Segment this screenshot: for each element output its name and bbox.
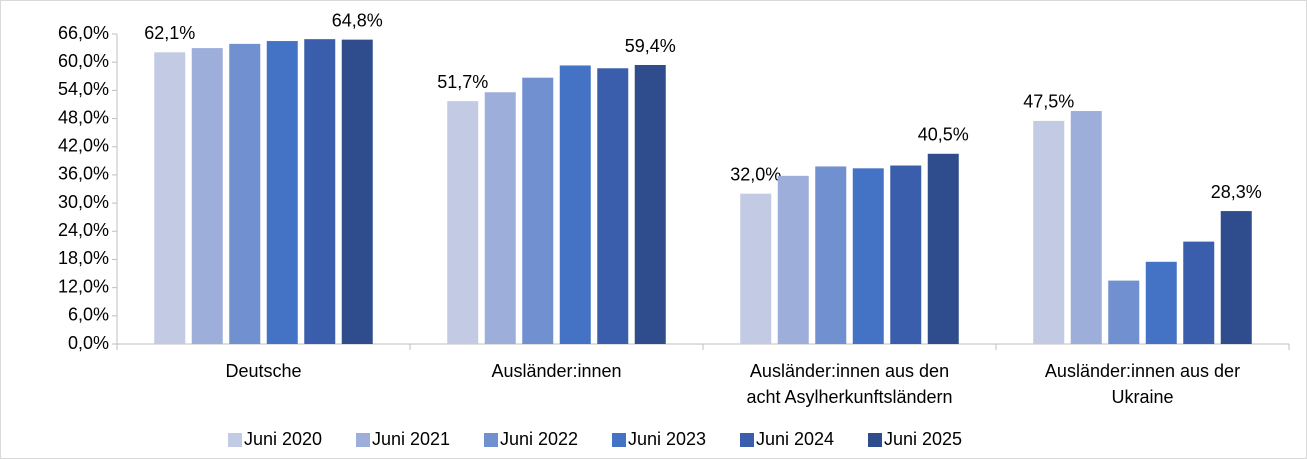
data-label: 62,1% xyxy=(144,23,195,43)
bar xyxy=(1183,241,1215,344)
legend-swatch xyxy=(868,433,882,447)
data-label: 32,0% xyxy=(730,164,781,184)
data-label: 59,4% xyxy=(625,36,676,56)
y-tick-label: 12,0% xyxy=(58,276,109,296)
y-tick-label: 18,0% xyxy=(58,248,109,268)
bar xyxy=(927,153,959,344)
bar xyxy=(1108,280,1140,344)
bar xyxy=(447,101,479,345)
y-tick-label: 42,0% xyxy=(58,135,109,155)
bar xyxy=(341,39,373,345)
data-label: 64,8% xyxy=(332,10,383,30)
legend-swatch xyxy=(356,433,370,447)
data-label: 47,5% xyxy=(1023,92,1074,112)
bar xyxy=(304,39,336,345)
legend-swatch xyxy=(228,433,242,447)
legend-swatch xyxy=(740,433,754,447)
legend-label: Juni 2025 xyxy=(884,429,962,449)
bar xyxy=(1220,211,1252,344)
y-tick-label: 24,0% xyxy=(58,220,109,240)
legend-label: Juni 2020 xyxy=(244,429,322,449)
x-tick-label: Ausländer:innen aus der Ukraine xyxy=(1045,361,1240,407)
bar xyxy=(154,52,186,345)
legend-swatch xyxy=(484,433,498,447)
bar xyxy=(777,175,809,344)
y-tick-label: 60,0% xyxy=(58,51,109,71)
bar xyxy=(191,48,223,344)
bar xyxy=(1145,261,1177,344)
bar xyxy=(484,92,516,344)
bar xyxy=(597,68,629,345)
y-tick-label: 6,0% xyxy=(68,305,109,325)
bar xyxy=(266,41,298,344)
bar xyxy=(740,193,772,344)
data-label: 40,5% xyxy=(918,125,969,145)
legend-swatch xyxy=(612,433,626,447)
bar xyxy=(559,65,591,344)
x-tick-label: Ausländer:innen aus den acht Asylherkunft… xyxy=(746,361,952,407)
bar xyxy=(1070,111,1102,344)
y-tick-label: 0,0% xyxy=(68,333,109,353)
y-tick-label: 48,0% xyxy=(58,107,109,127)
y-tick-label: 66,0% xyxy=(58,23,109,43)
data-label: 28,3% xyxy=(1211,182,1262,202)
x-tick-label: Deutsche xyxy=(225,361,301,381)
bar xyxy=(522,77,554,344)
legend-label: Juni 2024 xyxy=(756,429,834,449)
y-tick-label: 30,0% xyxy=(58,192,109,212)
y-tick-label: 36,0% xyxy=(58,164,109,184)
bar xyxy=(1033,120,1065,344)
bar xyxy=(634,65,666,344)
bar xyxy=(229,43,261,344)
legend-label: Juni 2023 xyxy=(628,429,706,449)
legend-label: Juni 2021 xyxy=(372,429,450,449)
data-label: 51,7% xyxy=(437,72,488,92)
bar xyxy=(890,165,922,344)
y-tick-label: 54,0% xyxy=(58,79,109,99)
x-tick-label: Ausländer:innen xyxy=(491,361,621,381)
bar xyxy=(852,168,884,344)
bar xyxy=(815,166,847,344)
legend-label: Juni 2022 xyxy=(500,429,578,449)
